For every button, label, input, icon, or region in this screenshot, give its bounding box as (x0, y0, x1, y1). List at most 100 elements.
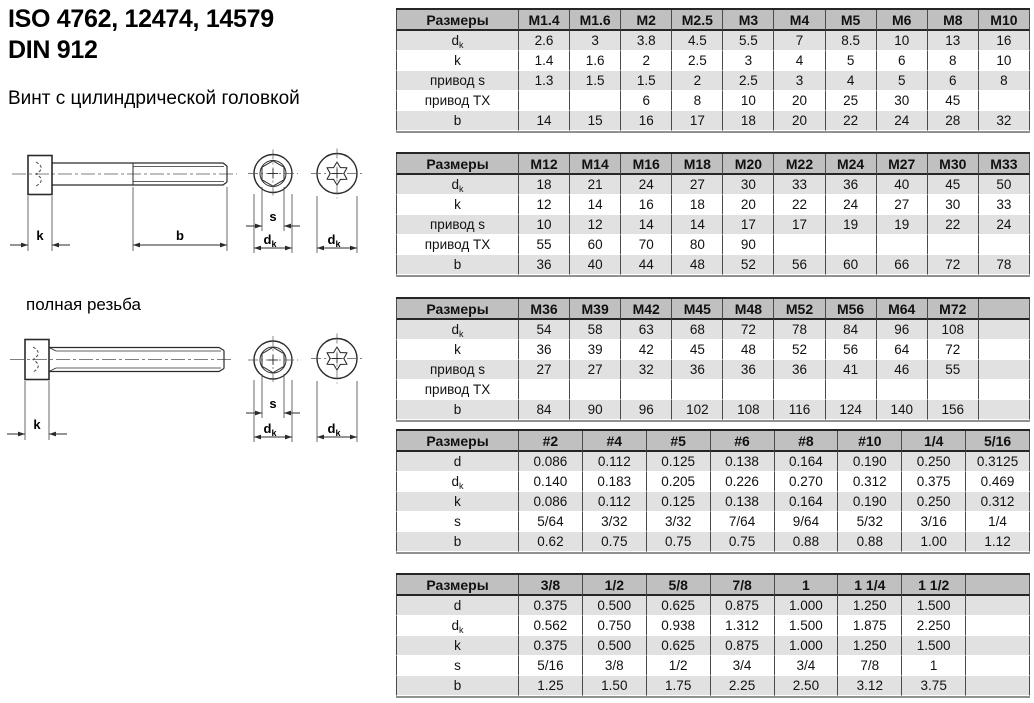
value-cell: 8 (927, 51, 979, 71)
value-cell: 0.625 (646, 636, 711, 656)
value-cell: 0.250 (902, 452, 967, 472)
row-label: привод TX (396, 91, 519, 111)
size-column-header: #6 (710, 431, 775, 452)
dimension-table: Размеры M1.4 M1.6 M2 M2.5 M3 M4 M5 M6 M8 M10 dk 2.6 3… (396, 8, 1030, 133)
value-cell (966, 676, 1030, 696)
value-cell: 45 (672, 340, 724, 360)
table-row: d 0.375 0.500 0.625 0.875 1.000 1.250 1.500 (396, 596, 1030, 616)
value-cell: 0.112 (582, 492, 647, 512)
size-column-header: M1.6 (570, 10, 622, 31)
table-metric-m36-m72: Размеры M36 M39 M42 M45 M48 M52 M56 M64 M72 dk 54 58… (396, 297, 1030, 422)
value-cell: 60 (570, 235, 622, 255)
value-cell: 17 (672, 111, 724, 131)
size-column-header: M2.5 (672, 10, 724, 31)
title-din: DIN 912 (8, 36, 98, 64)
dk-label: dk (328, 232, 342, 249)
screw-head-side (27, 154, 53, 196)
dimension-k: k (10, 196, 70, 251)
value-cell (978, 91, 1030, 111)
value-cell: 2.6 (519, 31, 571, 51)
value-cell: 3 (723, 51, 775, 71)
value-cell (570, 91, 622, 111)
value-cell: 7/8 (838, 656, 903, 676)
row-label: s (396, 512, 519, 532)
k-label: k (33, 417, 41, 432)
value-cell: 6 (876, 51, 928, 71)
row-label: b (396, 676, 519, 696)
value-cell: 0.190 (838, 492, 903, 512)
value-cell (519, 91, 571, 111)
row-label: d (396, 452, 519, 472)
value-cell: 3/4 (774, 656, 839, 676)
row-label: dk (396, 616, 519, 636)
size-column-header: 1 (774, 575, 839, 596)
value-cell: 1.12 (966, 532, 1030, 552)
value-cell: 58 (570, 320, 622, 340)
value-cell: 78 (774, 320, 826, 340)
value-cell (927, 380, 979, 400)
value-cell: 0.250 (902, 492, 967, 512)
size-column-header: #10 (838, 431, 903, 452)
value-cell: 55 (519, 235, 571, 255)
value-cell: 0.500 (582, 636, 647, 656)
value-cell: 7/64 (710, 512, 775, 532)
value-cell: 116 (774, 400, 826, 420)
b-label: b (176, 228, 184, 243)
value-cell: 41 (825, 360, 877, 380)
value-cell: 2 (672, 71, 724, 91)
value-cell: 102 (672, 400, 724, 420)
value-cell: 0.140 (519, 472, 583, 492)
table-row: привод s 27 27 32 36 36 36 41 46 55 (396, 360, 1030, 380)
value-cell: 0.88 (838, 532, 903, 552)
value-cell (519, 380, 571, 400)
value-cell: 25 (825, 91, 877, 111)
value-cell: 60 (825, 255, 877, 275)
table-row: привод TX 55 60 70 80 90 (396, 235, 1030, 255)
value-cell: 3.8 (621, 31, 673, 51)
size-column-header: #4 (582, 431, 647, 452)
value-cell (570, 380, 622, 400)
row-label: s (396, 656, 519, 676)
value-cell: 18 (672, 195, 724, 215)
value-cell: 0.125 (646, 492, 711, 512)
size-column-header: M14 (570, 154, 622, 175)
value-cell: 36 (672, 360, 724, 380)
value-cell: 1.000 (774, 596, 839, 616)
size-column-header: M72 (927, 299, 979, 320)
value-cell: 27 (519, 360, 571, 380)
value-cell: 20 (774, 111, 826, 131)
value-cell: 0.500 (582, 596, 647, 616)
row-label: привод TX (396, 380, 519, 400)
value-cell (876, 235, 928, 255)
dimension-s: s (246, 187, 300, 231)
size-column-header: M18 (672, 154, 724, 175)
table-inch-numbered-sizes: Размеры #2 #4 #5 #6 #8 #10 1/4 5/16 d 0.086 0.112 0.… (396, 429, 1030, 554)
table-row: k 36 39 42 45 48 52 56 64 72 (396, 340, 1030, 360)
value-cell (825, 380, 877, 400)
value-cell: 156 (927, 400, 979, 420)
value-cell: 18 (519, 175, 571, 195)
value-cell: 0.875 (710, 636, 775, 656)
value-cell (774, 235, 826, 255)
value-cell: 6 (621, 91, 673, 111)
row-label: b (396, 400, 519, 420)
value-cell: 0.138 (710, 452, 775, 472)
dimension-dk-hex: dk (253, 194, 293, 253)
value-cell: 22 (774, 195, 826, 215)
row-label: dk (396, 472, 519, 492)
value-cell: 17 (723, 215, 775, 235)
value-cell: 18 (723, 111, 775, 131)
value-cell: 0.3125 (966, 452, 1030, 472)
value-cell: 17 (774, 215, 826, 235)
value-cell: 10 (876, 31, 928, 51)
value-cell: 1/4 (966, 512, 1030, 532)
value-cell: 80 (672, 235, 724, 255)
value-cell: 2.25 (710, 676, 775, 696)
value-cell: 4 (825, 71, 877, 91)
value-cell (966, 616, 1030, 636)
row-label: b (396, 532, 519, 552)
table-row: привод TX 6 8 10 20 25 30 45 (396, 91, 1030, 111)
value-cell: 1 (902, 656, 967, 676)
value-cell: 0.562 (519, 616, 583, 636)
size-column-header: M56 (825, 299, 877, 320)
